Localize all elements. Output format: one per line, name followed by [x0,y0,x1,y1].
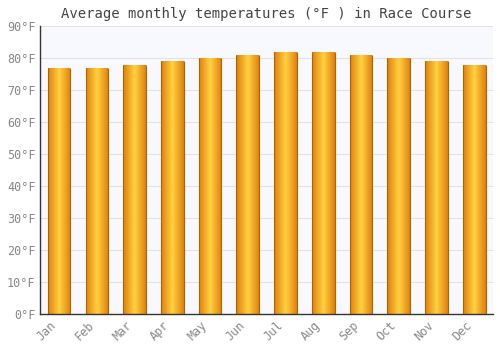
Title: Average monthly temperatures (°F ) in Race Course: Average monthly temperatures (°F ) in Ra… [62,7,472,21]
